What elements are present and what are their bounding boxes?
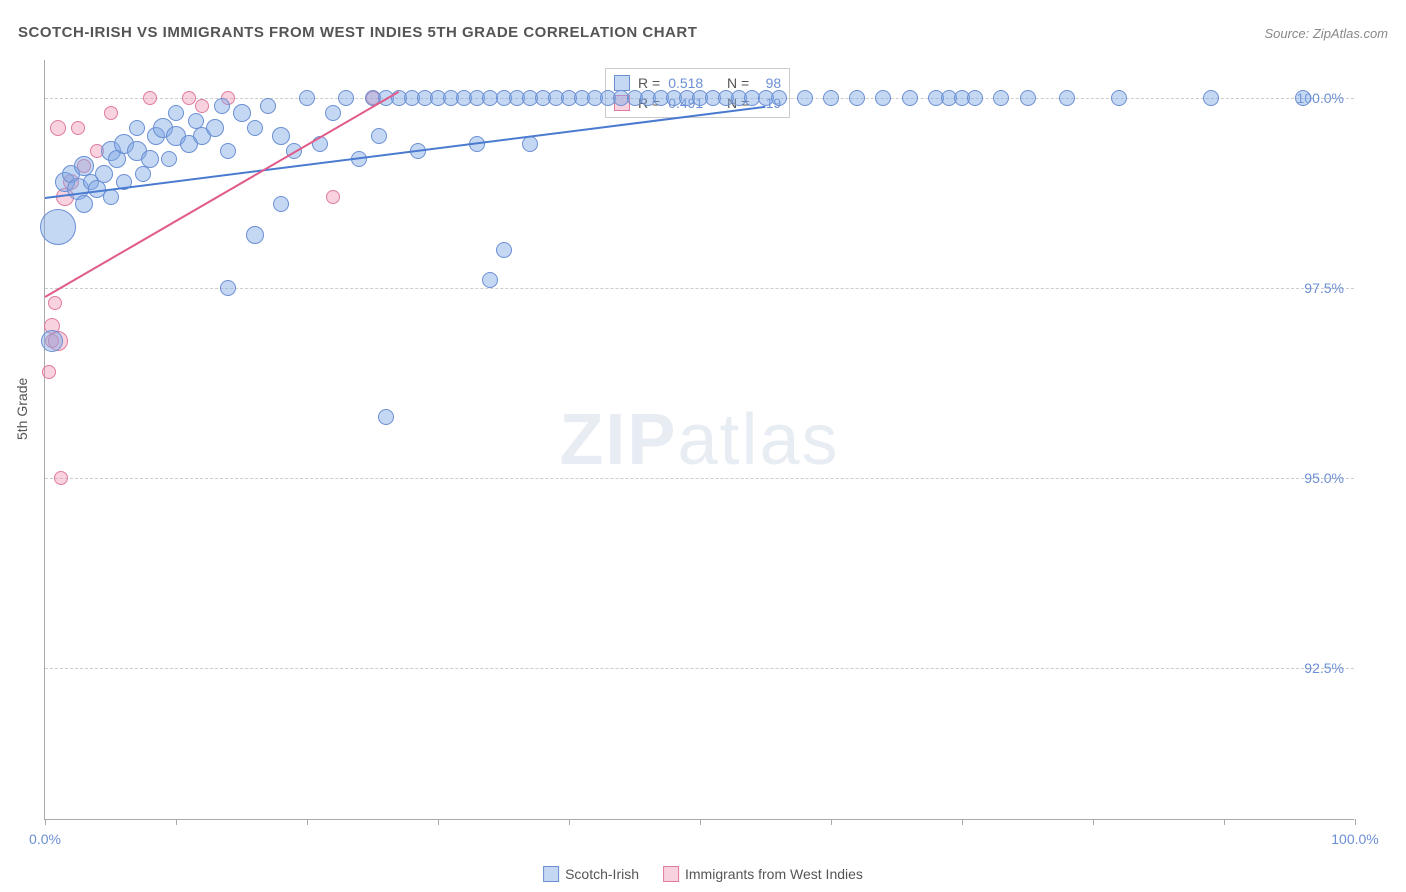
data-point [1111, 90, 1127, 106]
data-point [48, 296, 62, 310]
data-point [247, 120, 263, 136]
data-point [75, 195, 93, 213]
data-point [338, 90, 354, 106]
data-point [482, 272, 498, 288]
x-tick [307, 819, 308, 825]
data-point [41, 330, 63, 352]
x-tick [700, 819, 701, 825]
data-point [875, 90, 891, 106]
y-tick-label: 92.5% [1304, 660, 1344, 676]
data-point [42, 365, 56, 379]
x-tick [569, 819, 570, 825]
stats-n-value: 98 [757, 75, 781, 91]
gridline [45, 478, 1354, 479]
data-point [143, 91, 157, 105]
data-point [993, 90, 1009, 106]
data-point [104, 106, 118, 120]
data-point [325, 105, 341, 121]
data-point [195, 99, 209, 113]
data-point [71, 121, 85, 135]
stats-r-label: R = [638, 75, 660, 91]
data-point [496, 242, 512, 258]
legend-swatch [543, 866, 559, 882]
watermark: ZIPatlas [559, 399, 839, 481]
plot-area: ZIPatlas R =0.518 N =98R =0.491 N =19 92… [44, 60, 1354, 820]
data-point [326, 190, 340, 204]
data-point [182, 91, 196, 105]
legend-label: Immigrants from West Indies [685, 866, 863, 882]
data-point [378, 409, 394, 425]
data-point [135, 166, 151, 182]
legend-swatch [663, 866, 679, 882]
data-point [214, 98, 230, 114]
data-point [50, 120, 66, 136]
data-point [371, 128, 387, 144]
legend-item: Immigrants from West Indies [663, 866, 863, 882]
x-tick [1224, 819, 1225, 825]
data-point [206, 119, 224, 137]
x-tick [45, 819, 46, 825]
x-tick [1093, 819, 1094, 825]
data-point [1059, 90, 1075, 106]
x-tick [962, 819, 963, 825]
y-tick-label: 97.5% [1304, 280, 1344, 296]
x-tick-label: 100.0% [1331, 831, 1378, 847]
data-point [797, 90, 813, 106]
data-point [220, 143, 236, 159]
data-point [273, 196, 289, 212]
x-tick [831, 819, 832, 825]
data-point [220, 280, 236, 296]
stats-r-value: 0.518 [668, 75, 703, 91]
data-point [823, 90, 839, 106]
gridline [45, 288, 1354, 289]
data-point [54, 471, 68, 485]
data-point [902, 90, 918, 106]
data-point [168, 105, 184, 121]
data-point [40, 209, 76, 245]
data-point [233, 104, 251, 122]
y-axis-label: 5th Grade [14, 378, 30, 440]
stats-n-label: N = [727, 75, 749, 91]
gridline [45, 668, 1354, 669]
x-tick [438, 819, 439, 825]
x-tick [1355, 819, 1356, 825]
legend-label: Scotch-Irish [565, 866, 639, 882]
data-point [1020, 90, 1036, 106]
data-point [161, 151, 177, 167]
data-point [849, 90, 865, 106]
data-point [129, 120, 145, 136]
chart-title: SCOTCH-IRISH VS IMMIGRANTS FROM WEST IND… [18, 24, 697, 41]
x-tick-label: 0.0% [29, 831, 61, 847]
stats-swatch [614, 75, 630, 91]
legend-item: Scotch-Irish [543, 866, 639, 882]
x-tick [176, 819, 177, 825]
watermark-bold: ZIP [559, 400, 677, 480]
y-tick-label: 95.0% [1304, 470, 1344, 486]
data-point [141, 150, 159, 168]
data-point [1203, 90, 1219, 106]
data-point [771, 90, 787, 106]
data-point [246, 226, 264, 244]
data-point [299, 90, 315, 106]
legend: Scotch-Irish Immigrants from West Indies [543, 866, 863, 882]
data-point [260, 98, 276, 114]
source-label: Source: ZipAtlas.com [1264, 26, 1388, 41]
data-point [1295, 90, 1311, 106]
data-point [967, 90, 983, 106]
data-point [95, 165, 113, 183]
watermark-light: atlas [677, 400, 839, 480]
data-point [272, 127, 290, 145]
